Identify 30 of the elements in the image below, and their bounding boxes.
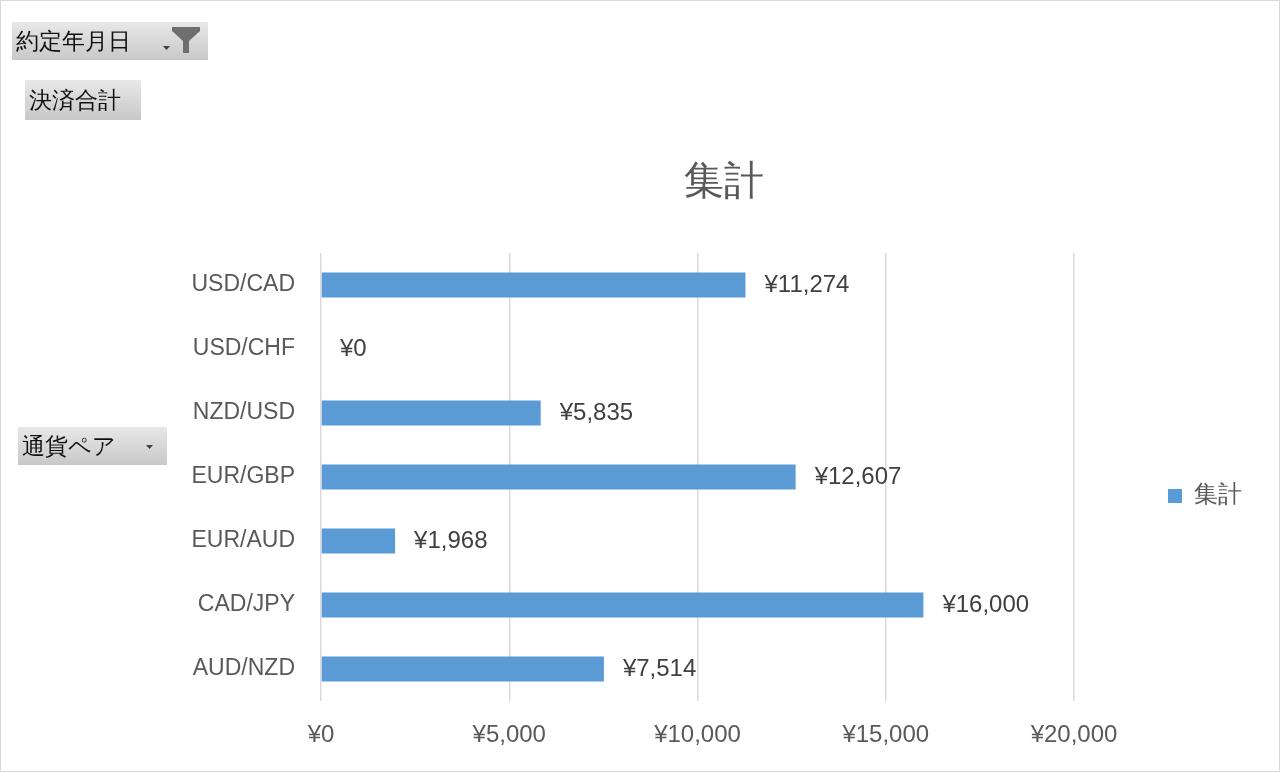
y-tick-label: USD/CHF <box>192 334 295 361</box>
data-label: ¥11,274 <box>763 269 850 297</box>
chart-title: 集計 <box>684 157 764 203</box>
y-tick-label: USD/CAD <box>191 270 295 297</box>
y-tick-label: NZD/USD <box>192 398 295 425</box>
text: 通貨ペア <box>22 433 116 459</box>
x-tick-label: ¥5,000 <box>471 720 546 748</box>
x-tick-label: ¥0 <box>306 720 335 748</box>
y-tick-label: EUR/AUD <box>191 526 295 553</box>
data-label: ¥12,607 <box>813 461 902 489</box>
y-tick-label: AUD/NZD <box>192 654 295 681</box>
bar <box>321 592 924 618</box>
legend-label: 集計 <box>1194 480 1242 509</box>
text: 決済合計 <box>29 87 121 113</box>
bar <box>321 464 796 490</box>
data-label: ¥0 <box>339 333 367 361</box>
y-tick-label: CAD/JPY <box>197 590 295 617</box>
bar <box>321 400 541 426</box>
data-label: ¥16,000 <box>941 589 1030 617</box>
data-label: ¥7,514 <box>621 653 697 681</box>
x-tick-label: ¥10,000 <box>653 720 741 748</box>
data-label: ¥5,835 <box>558 397 634 425</box>
x-tick-label: ¥15,000 <box>841 720 930 748</box>
bar <box>321 528 396 554</box>
data-label: ¥1,968 <box>413 525 488 553</box>
x-tick-label: ¥20,000 <box>1029 720 1118 748</box>
bar <box>321 272 746 298</box>
y-tick-label: EUR/GBP <box>191 462 295 489</box>
bar <box>321 656 604 682</box>
text: 約定年月日 <box>16 28 131 54</box>
